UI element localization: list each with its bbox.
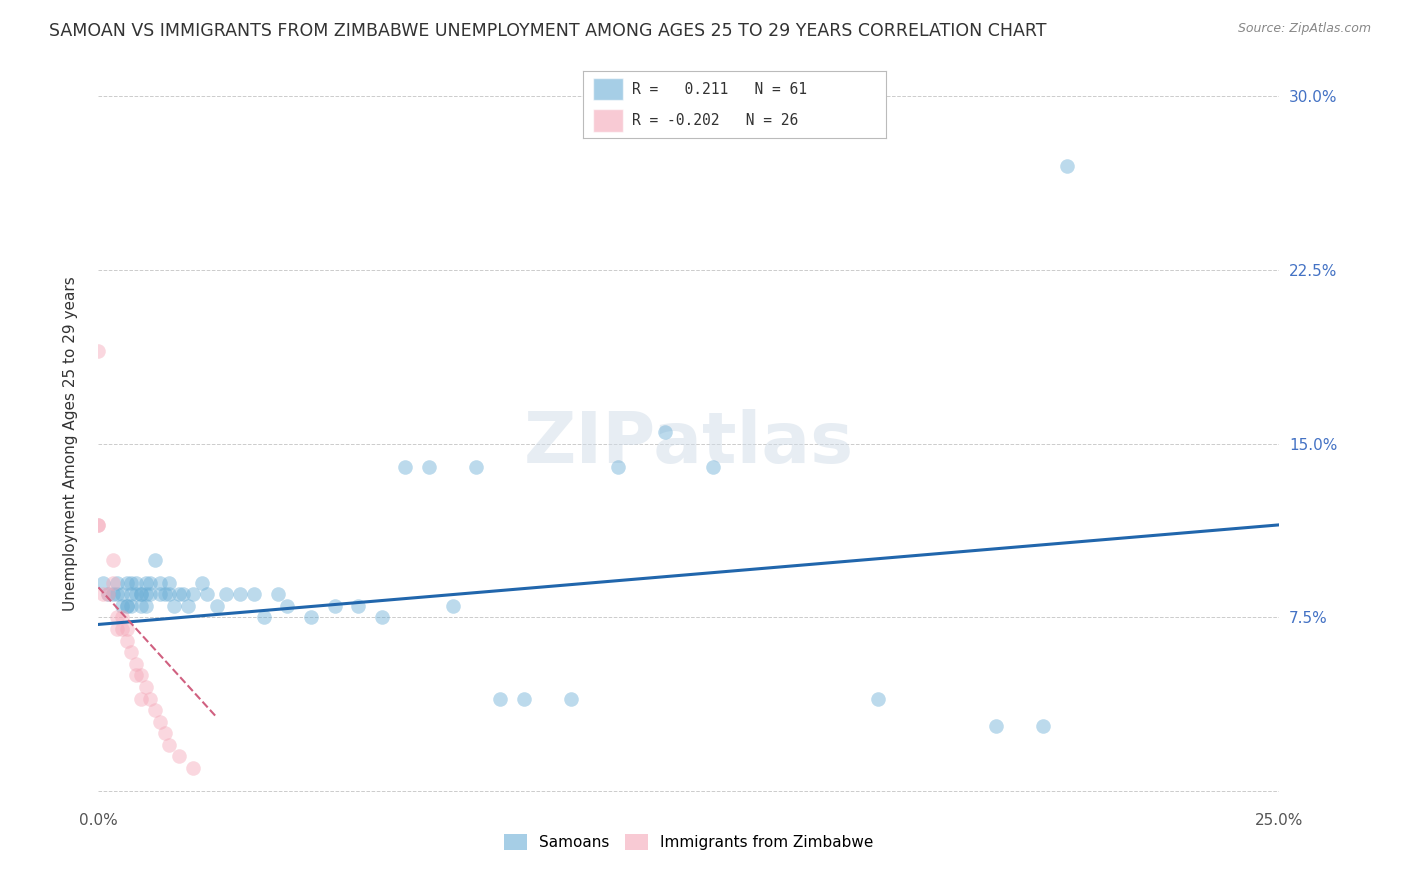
Point bbox=[139, 575, 162, 590]
Point bbox=[105, 575, 128, 590]
Point bbox=[139, 587, 162, 601]
Point bbox=[167, 749, 190, 764]
Point bbox=[441, 599, 464, 613]
Point bbox=[157, 738, 180, 752]
Point bbox=[129, 599, 152, 613]
Point bbox=[654, 425, 676, 440]
Point bbox=[87, 517, 110, 532]
Point bbox=[181, 761, 204, 775]
Point bbox=[135, 575, 157, 590]
Point bbox=[115, 599, 138, 613]
Point bbox=[111, 622, 134, 636]
Point bbox=[167, 587, 190, 601]
Point bbox=[1032, 719, 1054, 733]
Point bbox=[607, 459, 630, 474]
Point bbox=[153, 726, 176, 740]
Point bbox=[125, 668, 148, 682]
Point bbox=[347, 599, 370, 613]
Point bbox=[157, 587, 180, 601]
Point bbox=[91, 587, 114, 601]
Point bbox=[121, 575, 143, 590]
Point bbox=[101, 587, 124, 601]
Point bbox=[121, 599, 143, 613]
Point bbox=[105, 587, 128, 601]
Point bbox=[97, 587, 120, 601]
Point bbox=[111, 587, 134, 601]
Point bbox=[135, 587, 157, 601]
FancyBboxPatch shape bbox=[592, 110, 623, 131]
Point bbox=[394, 459, 416, 474]
Y-axis label: Unemployment Among Ages 25 to 29 years: Unemployment Among Ages 25 to 29 years bbox=[63, 277, 77, 611]
Point bbox=[267, 587, 290, 601]
Point bbox=[195, 587, 218, 601]
Point bbox=[489, 691, 512, 706]
Point bbox=[866, 691, 889, 706]
Point bbox=[323, 599, 346, 613]
Point bbox=[101, 552, 124, 566]
Point bbox=[984, 719, 1007, 733]
Point bbox=[115, 633, 138, 648]
Point bbox=[91, 575, 114, 590]
Point bbox=[125, 575, 148, 590]
Point bbox=[115, 599, 138, 613]
Point bbox=[129, 587, 152, 601]
Point bbox=[560, 691, 582, 706]
Point bbox=[125, 657, 148, 671]
FancyBboxPatch shape bbox=[592, 78, 623, 100]
Point bbox=[121, 587, 143, 601]
Point bbox=[512, 691, 534, 706]
Text: Source: ZipAtlas.com: Source: ZipAtlas.com bbox=[1237, 22, 1371, 36]
Point bbox=[181, 587, 204, 601]
Point bbox=[115, 575, 138, 590]
Point bbox=[177, 599, 200, 613]
Point bbox=[243, 587, 266, 601]
Text: SAMOAN VS IMMIGRANTS FROM ZIMBABWE UNEMPLOYMENT AMONG AGES 25 TO 29 YEARS CORREL: SAMOAN VS IMMIGRANTS FROM ZIMBABWE UNEMP… bbox=[49, 22, 1046, 40]
Point bbox=[157, 575, 180, 590]
Point bbox=[129, 587, 152, 601]
Point bbox=[172, 587, 194, 601]
Point bbox=[163, 599, 186, 613]
Point bbox=[125, 587, 148, 601]
Point bbox=[105, 622, 128, 636]
Legend: Samoans, Immigrants from Zimbabwe: Samoans, Immigrants from Zimbabwe bbox=[498, 828, 880, 856]
Point bbox=[418, 459, 440, 474]
Point bbox=[87, 517, 110, 532]
Point bbox=[253, 610, 276, 624]
Point bbox=[111, 610, 134, 624]
Point bbox=[143, 552, 166, 566]
Point bbox=[229, 587, 252, 601]
Point bbox=[129, 691, 152, 706]
Point bbox=[115, 622, 138, 636]
Text: R =   0.211   N = 61: R = 0.211 N = 61 bbox=[631, 81, 807, 96]
Point bbox=[129, 668, 152, 682]
Point bbox=[143, 703, 166, 717]
Point bbox=[205, 599, 228, 613]
Point bbox=[111, 599, 134, 613]
Text: R = -0.202   N = 26: R = -0.202 N = 26 bbox=[631, 112, 799, 128]
Point bbox=[299, 610, 322, 624]
Point bbox=[191, 575, 214, 590]
Point bbox=[149, 714, 172, 729]
Text: ZIPatlas: ZIPatlas bbox=[524, 409, 853, 478]
Point bbox=[276, 599, 298, 613]
Point bbox=[101, 575, 124, 590]
Point bbox=[121, 645, 143, 659]
Point bbox=[215, 587, 238, 601]
Point bbox=[135, 680, 157, 694]
Point bbox=[149, 587, 172, 601]
Point bbox=[153, 587, 176, 601]
Point bbox=[1056, 159, 1078, 173]
Point bbox=[105, 610, 128, 624]
Point bbox=[97, 587, 120, 601]
Point bbox=[465, 459, 488, 474]
Point bbox=[139, 691, 162, 706]
Point bbox=[87, 344, 110, 359]
Point bbox=[702, 459, 724, 474]
Point bbox=[371, 610, 394, 624]
Point bbox=[135, 599, 157, 613]
Point bbox=[149, 575, 172, 590]
